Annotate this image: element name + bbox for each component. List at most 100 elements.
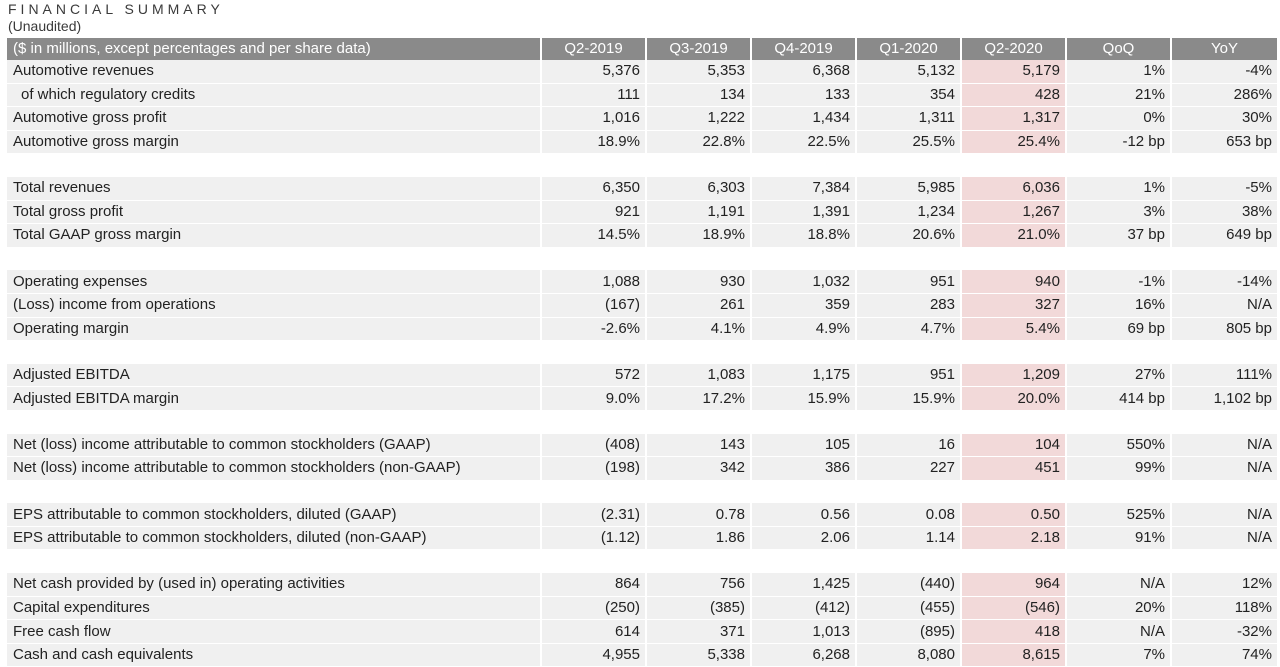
table-row: Adjusted EBITDA margin 9.0% 17.2% 15.9% 15.9… <box>7 387 1277 411</box>
group-spacer <box>7 410 1277 434</box>
row-label: Net (loss) income attributable to common… <box>7 457 542 481</box>
table-row: Adjusted EBITDA 572 1,083 1,175 951 1,209 27% 1… <box>7 363 1277 388</box>
spacer-cell <box>7 480 1277 504</box>
value-cell: 21.0% <box>962 224 1067 248</box>
value-cell: 1.86 <box>647 526 752 551</box>
value-cell: (895) <box>857 620 962 644</box>
row-label: Automotive gross margin <box>7 130 542 155</box>
value-cell: 1% <box>1067 176 1172 201</box>
table-row: of which regulatory credits 111 134 133 354 4… <box>7 83 1277 108</box>
group-spacer <box>7 154 1277 177</box>
header-col-q1-2020: Q1-2020 <box>857 38 962 60</box>
value-cell: 4.1% <box>647 317 752 342</box>
value-cell: 17.2% <box>647 387 752 411</box>
value-cell: 20.6% <box>857 224 962 248</box>
value-cell: 99% <box>1067 457 1172 481</box>
row-label: Net cash provided by (used in) operating… <box>7 573 542 597</box>
value-cell: N/A <box>1172 503 1277 527</box>
value-cell: N/A <box>1172 433 1277 458</box>
value-cell: 38% <box>1172 200 1277 225</box>
value-cell: 8,615 <box>962 643 1067 667</box>
value-cell: (198) <box>542 457 647 481</box>
group-spacer <box>7 247 1277 271</box>
table-row: Total gross profit 921 1,191 1,391 1,234 1,26… <box>7 200 1277 225</box>
row-label: (Loss) income from operations <box>7 293 542 318</box>
value-cell: 951 <box>857 270 962 294</box>
row-label: Operating margin <box>7 317 542 342</box>
group-spacer <box>7 341 1277 364</box>
value-cell: N/A <box>1067 573 1172 597</box>
value-cell: 7% <box>1067 643 1172 667</box>
value-cell: 5,179 <box>962 60 1067 84</box>
value-cell: 286% <box>1172 83 1277 108</box>
value-cell: 105 <box>752 433 857 458</box>
value-cell: 1.14 <box>857 526 962 551</box>
value-cell: 6,368 <box>752 60 857 84</box>
table-row: Total revenues 6,350 6,303 7,384 5,985 6,036 1… <box>7 176 1277 201</box>
table-row: Cash and cash equivalents 4,955 5,338 6,268… <box>7 643 1277 667</box>
value-cell: 5,132 <box>857 60 962 84</box>
row-label: Free cash flow <box>7 620 542 644</box>
value-cell: 111% <box>1172 363 1277 388</box>
value-cell: 111 <box>542 83 647 108</box>
value-cell: 7,384 <box>752 176 857 201</box>
value-cell: 69 bp <box>1067 317 1172 342</box>
value-cell: 2.06 <box>752 526 857 551</box>
value-cell: 921 <box>542 200 647 225</box>
table-body: Automotive revenues 5,376 5,353 6,368 5,132 5… <box>7 60 1277 667</box>
table-row: Net cash provided by (used in) operating… <box>7 573 1277 597</box>
value-cell: 134 <box>647 83 752 108</box>
value-cell: N/A <box>1172 293 1277 318</box>
value-cell: 20.0% <box>962 387 1067 411</box>
value-cell: 614 <box>542 620 647 644</box>
value-cell: N/A <box>1172 526 1277 551</box>
value-cell: 18.8% <box>752 224 857 248</box>
value-cell: 1,102 bp <box>1172 387 1277 411</box>
value-cell: 550% <box>1067 433 1172 458</box>
page-title: FINANCIAL SUMMARY <box>8 1 224 17</box>
table-header: ($ in millions, except percentages and p… <box>7 38 1277 60</box>
table-row: Automotive revenues 5,376 5,353 6,368 5,132 5… <box>7 60 1277 84</box>
value-cell: (2.31) <box>542 503 647 527</box>
value-cell: 4,955 <box>542 643 647 667</box>
value-cell: 386 <box>752 457 857 481</box>
table-row: EPS attributable to common stockholders,… <box>7 503 1277 527</box>
header-row: ($ in millions, except percentages and p… <box>7 38 1277 60</box>
table-row: Automotive gross profit 1,016 1,222 1,434 1,… <box>7 107 1277 131</box>
value-cell: 327 <box>962 293 1067 318</box>
row-label: Total revenues <box>7 176 542 201</box>
value-cell: 104 <box>962 433 1067 458</box>
value-cell: 1,175 <box>752 363 857 388</box>
value-cell: 5,353 <box>647 60 752 84</box>
value-cell: 4.7% <box>857 317 962 342</box>
value-cell: 451 <box>962 457 1067 481</box>
value-cell: 133 <box>752 83 857 108</box>
value-cell: -4% <box>1172 60 1277 84</box>
value-cell: 22.5% <box>752 130 857 155</box>
value-cell: -32% <box>1172 620 1277 644</box>
row-label: Capital expenditures <box>7 596 542 621</box>
value-cell: 4.9% <box>752 317 857 342</box>
row-label: Adjusted EBITDA margin <box>7 387 542 411</box>
value-cell: 756 <box>647 573 752 597</box>
value-cell: (546) <box>962 596 1067 621</box>
value-cell: 261 <box>647 293 752 318</box>
value-cell: 428 <box>962 83 1067 108</box>
value-cell: 1,088 <box>542 270 647 294</box>
spacer-cell <box>7 154 1277 177</box>
header-col-q2-2020: Q2-2020 <box>962 38 1067 60</box>
value-cell: (167) <box>542 293 647 318</box>
value-cell: 864 <box>542 573 647 597</box>
value-cell: 930 <box>647 270 752 294</box>
value-cell: 16 <box>857 433 962 458</box>
header-col-q2-2019: Q2-2019 <box>542 38 647 60</box>
financial-summary-table: ($ in millions, except percentages and p… <box>7 38 1277 667</box>
value-cell: 805 bp <box>1172 317 1277 342</box>
value-cell: 1,209 <box>962 363 1067 388</box>
row-label: EPS attributable to common stockholders,… <box>7 503 542 527</box>
value-cell: N/A <box>1172 457 1277 481</box>
table-row: Net (loss) income attributable to common… <box>7 433 1277 458</box>
group-spacer <box>7 480 1277 504</box>
value-cell: 1,425 <box>752 573 857 597</box>
value-cell: 1,191 <box>647 200 752 225</box>
